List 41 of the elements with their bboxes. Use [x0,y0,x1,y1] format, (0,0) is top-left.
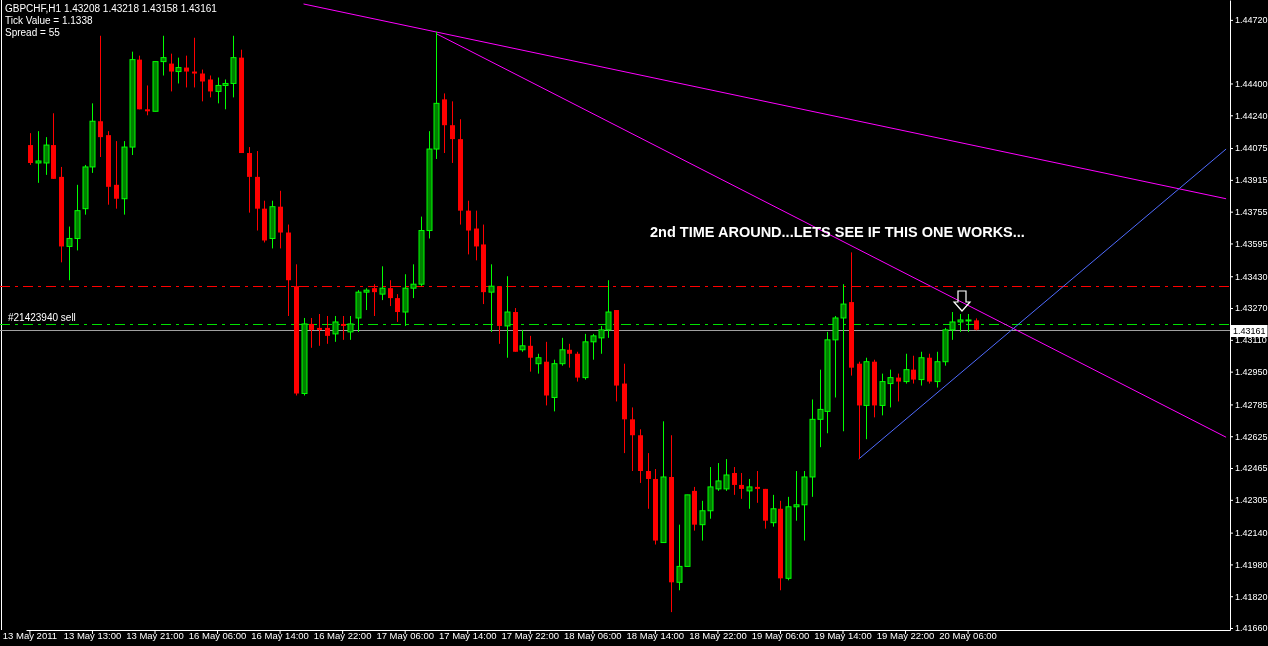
x-tick-label: 13 May 21:00 [126,630,184,641]
y-tick-label: 1.42465 [1235,463,1268,474]
y-tick-label: 1.43595 [1235,238,1268,249]
x-tick-label: 18 May 14:00 [626,630,685,641]
x-tick-label: 13 May 13:00 [63,630,122,641]
x-tick-label: 13 May 2011 [2,630,58,641]
x-tick-label: 17 May 22:00 [501,630,560,641]
y-tick-label: 1.41980 [1235,559,1268,570]
chart-title: GBPCHF,H1 1.43208 1.43218 1.43158 1.43161 [5,3,218,14]
y-tick-label: 1.41820 [1235,591,1268,602]
y-tick-label: 1.44240 [1235,110,1268,121]
y-tick-label: 1.43755 [1235,207,1268,218]
y-tick-label: 1.43110 [1235,335,1267,346]
y-tick-label: 1.42140 [1235,528,1268,538]
x-tick-label: 19 May 22:00 [876,630,935,641]
annotation: Tick Value = 1.1338 [5,15,93,26]
y-tick-label: 1.42305 [1235,495,1268,506]
y-tick-label: 1.41660 [1235,623,1268,634]
y-tick-label: 1.42785 [1235,399,1268,410]
y-tick-label: 1.43270 [1235,303,1268,314]
x-tick-label: 17 May 14:00 [438,630,497,641]
y-tick-label: 1.42950 [1235,367,1268,378]
ref-line-label: #21423940 sell [8,311,76,323]
x-tick-label: 18 May 06:00 [564,630,622,641]
y-tick-label: 1.44400 [1235,78,1268,89]
x-tick-label: 18 May 22:00 [689,630,747,641]
x-tick-label: 16 May 14:00 [251,630,309,641]
y-tick-label: 1.43430 [1235,271,1268,282]
x-tick-label: 20 May 06:00 [939,630,997,641]
y-tick-label: 1.44720 [1235,15,1268,26]
ref-line-label: 1.43161 [1233,326,1266,336]
x-tick-label: 16 May 22:00 [313,630,372,641]
annotation: 2nd TIME AROUND...LETS SEE IF THIS ONE WORKS... [650,224,1025,240]
x-tick-label: 16 May 06:00 [188,630,247,641]
y-tick-label: 1.44075 [1235,143,1268,154]
x-tick-label: 17 May 06:00 [376,630,434,641]
x-tick-label: 19 May 14:00 [814,630,872,641]
x-tick-label: 19 May 06:00 [751,630,810,641]
annotation: Spread = 55 [5,27,61,38]
y-tick-label: 1.43915 [1235,175,1268,186]
y-tick-label: 1.42625 [1235,431,1268,442]
